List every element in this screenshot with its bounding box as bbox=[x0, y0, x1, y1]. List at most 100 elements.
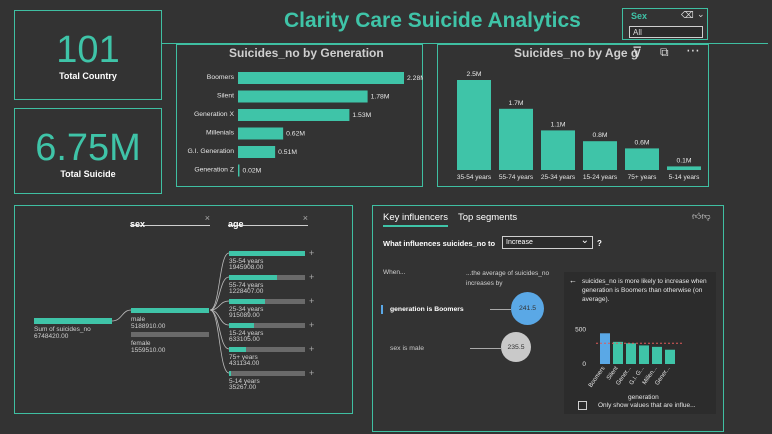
tick-label: 75+ years bbox=[628, 174, 657, 181]
decomp-header-sex-label: sex bbox=[130, 219, 146, 229]
category-label: Boomers bbox=[207, 74, 235, 81]
data-label: 0.62M bbox=[286, 131, 305, 138]
kpi-label: Total Suicide bbox=[60, 169, 116, 179]
decomp-sex-node[interactable]: male 5188910.00 bbox=[131, 308, 209, 330]
decomp-bar-track bbox=[229, 275, 305, 280]
tick-label: 25-34 years bbox=[541, 174, 576, 181]
eraser-icon[interactable]: ⌫ bbox=[681, 10, 694, 20]
data-label: 1.78M bbox=[371, 94, 390, 101]
y-tick-label: 500 bbox=[575, 326, 586, 333]
only-influencers-checkbox[interactable] bbox=[578, 401, 587, 410]
decomp-age-node[interactable]: 35-54 years 1945908.00 + bbox=[229, 248, 314, 271]
data-label: 0.51M bbox=[278, 149, 297, 156]
kpi-card-suicides: 6.75M Total Suicide bbox=[14, 108, 162, 194]
expand-plus-icon[interactable]: + bbox=[309, 248, 315, 258]
bar bbox=[626, 343, 636, 364]
decomp-bar-fill bbox=[229, 323, 255, 328]
age-chart: 2.5M 35-54 years 1.7M 55-74 years 1.1M 25-34 … bbox=[457, 71, 701, 181]
bar bbox=[499, 108, 533, 170]
decomp-node-label: 15-24 years bbox=[229, 330, 264, 337]
category-label: G.I. Generation bbox=[188, 148, 235, 155]
tick-label: 55-74 years bbox=[499, 174, 534, 181]
tab-key-influencers[interactable]: Key influencers bbox=[383, 212, 448, 227]
decomp-bar-track bbox=[131, 332, 209, 337]
filter-icon[interactable]: ⊽ bbox=[632, 44, 643, 60]
chevron-down-icon[interactable]: ⌄ bbox=[697, 9, 705, 19]
tick-label: Boomers bbox=[588, 366, 607, 389]
decomp-node-value: 633105.00 bbox=[229, 336, 260, 343]
decomp-header-age[interactable]: age × bbox=[228, 213, 308, 229]
close-icon[interactable]: × bbox=[204, 213, 210, 223]
decomp-node-label: female bbox=[131, 340, 151, 347]
decomp-bar-track bbox=[131, 308, 209, 313]
decomp-node-label: male bbox=[131, 316, 146, 323]
bar bbox=[238, 164, 240, 177]
bar bbox=[665, 349, 675, 364]
expand-plus-icon[interactable]: + bbox=[309, 272, 315, 282]
generation-chart-title: Suicides_no by Generation bbox=[229, 46, 384, 60]
decomp-age-node[interactable]: 5-14 years 35267.00 + bbox=[229, 368, 314, 391]
expand-plus-icon[interactable]: + bbox=[309, 296, 315, 306]
decomp-root-bar bbox=[34, 318, 112, 324]
influencer-label: sex is male bbox=[390, 345, 424, 352]
tick-label: 35-54 years bbox=[457, 174, 492, 181]
slicer-dropdown[interactable]: All bbox=[629, 26, 703, 38]
thumbs-icons[interactable]: 👍︎👎︎ bbox=[692, 211, 711, 221]
decomp-age-node[interactable]: 25-34 years 915089.00 + bbox=[229, 296, 314, 319]
age-chart-title: Suicides_no by Age g bbox=[514, 46, 639, 60]
bar bbox=[613, 341, 623, 364]
influence-dropdown[interactable]: Increase ⌄ bbox=[502, 235, 593, 249]
data-label: 0.1M bbox=[676, 157, 691, 164]
decomp-bar-fill bbox=[229, 347, 246, 352]
decomp-age-node[interactable]: 55-74 years 1228407.00 + bbox=[229, 272, 314, 295]
decomp-root-node[interactable]: Sum of suicides_no 6748420.00 bbox=[34, 318, 112, 340]
decomp-connectors bbox=[111, 252, 230, 374]
tick-label: 5-14 years bbox=[669, 174, 700, 181]
influencer-connector bbox=[490, 309, 511, 310]
connector bbox=[209, 252, 230, 311]
decomp-bar-track bbox=[229, 299, 305, 304]
back-arrow-icon[interactable]: ← bbox=[569, 276, 577, 285]
data-label: 1.7M bbox=[508, 100, 523, 107]
data-label: 2.28M bbox=[407, 75, 423, 82]
bar bbox=[583, 141, 617, 170]
detail-xlabel: generation bbox=[628, 394, 659, 401]
expand-plus-icon[interactable]: + bbox=[309, 344, 315, 354]
influence-bubble[interactable]: 235.5 bbox=[501, 332, 531, 362]
decomp-sex-node[interactable]: female 1559510.00 bbox=[131, 332, 209, 354]
help-icon[interactable]: ? bbox=[597, 239, 602, 248]
decomp-bar-track bbox=[229, 371, 305, 376]
decomp-node-value: 1559510.00 bbox=[131, 347, 166, 354]
kpi-value: 101 bbox=[56, 29, 120, 71]
data-label: 0.02M bbox=[242, 168, 261, 175]
decomp-header-sex[interactable]: sex × bbox=[130, 213, 210, 229]
connector bbox=[111, 309, 132, 322]
expand-plus-icon[interactable]: + bbox=[309, 368, 315, 378]
focus-mode-icon[interactable]: ⧉ bbox=[660, 45, 669, 59]
decomp-bar-track bbox=[229, 347, 305, 352]
col-when: When... bbox=[383, 269, 406, 276]
expand-plus-icon[interactable]: + bbox=[309, 320, 315, 330]
decomp-root-label: Sum of suicides_no bbox=[34, 326, 91, 333]
slicer-value: All bbox=[633, 28, 642, 37]
col-average: ...the average of suicides_no increases … bbox=[466, 270, 550, 287]
tab-top-segments[interactable]: Top segments bbox=[458, 212, 518, 223]
bar bbox=[238, 146, 276, 158]
close-icon[interactable]: × bbox=[302, 213, 308, 223]
decomp-node-label: 75+ years bbox=[229, 354, 258, 361]
title-frame bbox=[162, 0, 768, 44]
decomp-node-value: 431134.00 bbox=[229, 360, 260, 367]
more-options-icon[interactable]: ⋯ bbox=[686, 42, 700, 58]
sex-slicer[interactable]: Sex ⌫ ⌄ All bbox=[622, 8, 708, 40]
decomp-age-node[interactable]: 75+ years 431134.00 + bbox=[229, 344, 314, 367]
chevron-down-icon: ⌄ bbox=[580, 235, 589, 246]
influence-bubble[interactable]: 241.5 bbox=[511, 292, 544, 325]
category-label: Silent bbox=[217, 93, 234, 100]
data-label: 0.6M bbox=[634, 139, 649, 146]
visual-toolbar: ⊽ ⧉ ⋯ bbox=[632, 42, 710, 60]
influence-question: What influences suicides_no to bbox=[383, 239, 496, 248]
decomp-age-node[interactable]: 15-24 years 633105.00 + bbox=[229, 320, 314, 343]
category-label: Millenials bbox=[206, 130, 235, 137]
generation-chart-frame bbox=[176, 44, 423, 187]
data-label: 1.53M bbox=[352, 112, 371, 119]
